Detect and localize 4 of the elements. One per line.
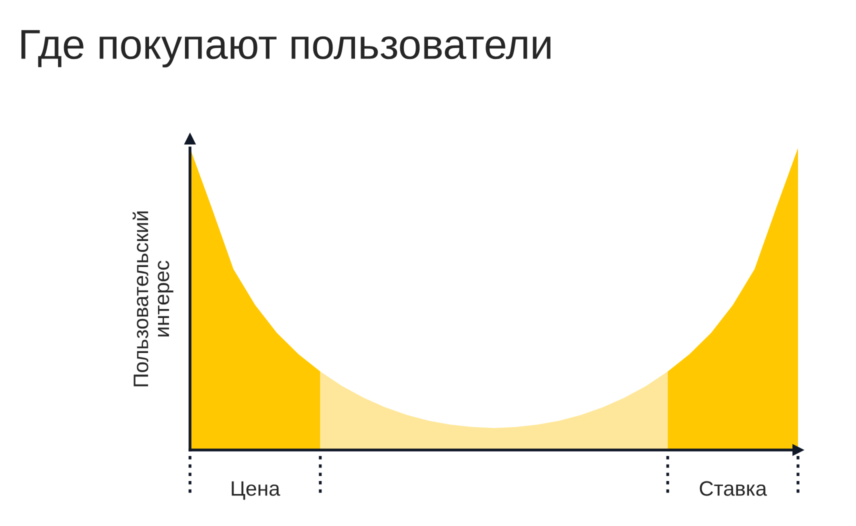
x-tick-label: Цена [232, 481, 280, 500]
x-tick-label: Ставка [700, 481, 767, 496]
y-axis-title: Пользовательский интерес [132, 211, 174, 386]
chart-title: Где покупают пользователи [21, 30, 550, 68]
